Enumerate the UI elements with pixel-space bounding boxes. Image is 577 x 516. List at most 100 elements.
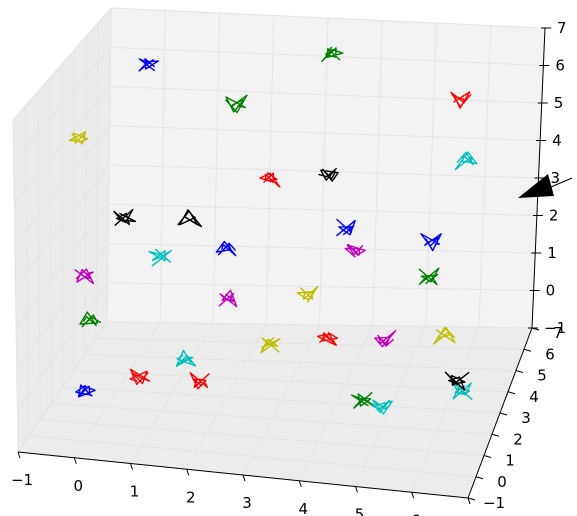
y-tick-label: −1 [483, 494, 505, 512]
data-point [433, 326, 456, 345]
data-point [138, 58, 160, 72]
grid-line [62, 386, 501, 414]
annotation-layer [518, 174, 573, 198]
z-tick-label: 5 [554, 94, 564, 112]
z-tick-label: 7 [557, 19, 567, 37]
grid-line [372, 20, 383, 326]
grid-line [298, 325, 374, 481]
data-point [451, 380, 473, 400]
grid-lines [12, 7, 546, 499]
data-point [225, 94, 248, 114]
z-tick-label: 1 [547, 244, 557, 262]
data-point [321, 46, 344, 62]
data-point [75, 384, 96, 398]
data-point [177, 209, 203, 228]
data-point [450, 91, 472, 109]
z-tick-label: 0 [546, 282, 556, 300]
data-point [218, 289, 238, 308]
y-tick-label: 2 [513, 430, 523, 448]
data-point [420, 233, 442, 252]
data-point [418, 267, 440, 286]
y-tick-label: 5 [537, 367, 547, 385]
data-point [344, 243, 366, 258]
x-tick [242, 474, 246, 482]
grid-line [478, 25, 492, 328]
x-tick [186, 469, 190, 476]
y-tick-label: 4 [529, 388, 539, 406]
grid-line [13, 46, 111, 162]
x-tick [355, 486, 358, 493]
data-point [74, 268, 95, 285]
grid-line [95, 21, 100, 339]
grid-line [355, 326, 427, 487]
x-tick-label: 1 [130, 483, 140, 501]
data-point [79, 311, 102, 328]
y-tick [491, 433, 500, 437]
grid-line [73, 49, 75, 371]
data-point [113, 208, 137, 226]
z-tick-label: 4 [552, 132, 562, 150]
x-tick [130, 463, 133, 470]
grid-line [110, 7, 546, 29]
data-point [215, 240, 237, 257]
data-point [374, 329, 397, 348]
data-point [296, 286, 319, 303]
data-point [371, 399, 393, 415]
x-tick [17, 451, 21, 459]
x-tick-label: 6 [411, 511, 421, 516]
grid-line [411, 327, 480, 493]
x-tick-label: 2 [186, 488, 196, 506]
y-tick [515, 370, 524, 373]
y-tick [499, 412, 508, 416]
y-tick [467, 497, 476, 501]
data-point [68, 131, 89, 145]
y-tick-label: 7 [553, 324, 563, 342]
data-point [260, 337, 281, 354]
x-tick-label: 3 [242, 494, 252, 512]
data-point [129, 368, 151, 385]
data-point [189, 372, 210, 390]
y-tick-label: 1 [505, 452, 515, 470]
x-tick [298, 480, 302, 487]
grid-line [95, 337, 525, 350]
y-tick [475, 476, 484, 480]
grid-line [84, 35, 87, 355]
y-tick [507, 391, 516, 395]
data-marks [68, 46, 478, 415]
grid-line [106, 321, 533, 329]
x-tick [411, 492, 415, 499]
z-tick-label: −1 [544, 319, 566, 337]
y-tick [523, 348, 532, 352]
x-tick-label: 4 [298, 500, 308, 516]
z-tick-label: 3 [551, 169, 561, 187]
y-tick-label: 0 [497, 473, 507, 491]
annotation-arrow-head [518, 174, 554, 198]
grid-line [12, 7, 112, 121]
data-point [316, 332, 339, 346]
z-tick-label: 2 [549, 207, 559, 225]
y-tick-label: 3 [521, 409, 531, 427]
x-tick [73, 457, 77, 464]
x-tick-label: −1 [11, 471, 33, 489]
z-tick-label: 6 [555, 57, 565, 75]
data-point [318, 167, 339, 182]
data-point [444, 371, 470, 391]
data-point [148, 248, 172, 267]
grid-line [15, 164, 110, 287]
y-tick [483, 455, 492, 458]
axis-panes [13, 8, 545, 498]
x-tick-label: 5 [355, 506, 365, 516]
data-point [336, 218, 356, 237]
x-tick-label: 0 [73, 477, 83, 495]
grid-line [13, 86, 111, 204]
grid-line [84, 354, 517, 371]
grid-line [109, 86, 542, 104]
data-point [259, 172, 281, 188]
back-pane [107, 8, 545, 328]
x-tick [467, 497, 471, 505]
grid-line [14, 125, 110, 245]
y-tick-label: 6 [545, 345, 555, 363]
data-point [351, 392, 375, 409]
